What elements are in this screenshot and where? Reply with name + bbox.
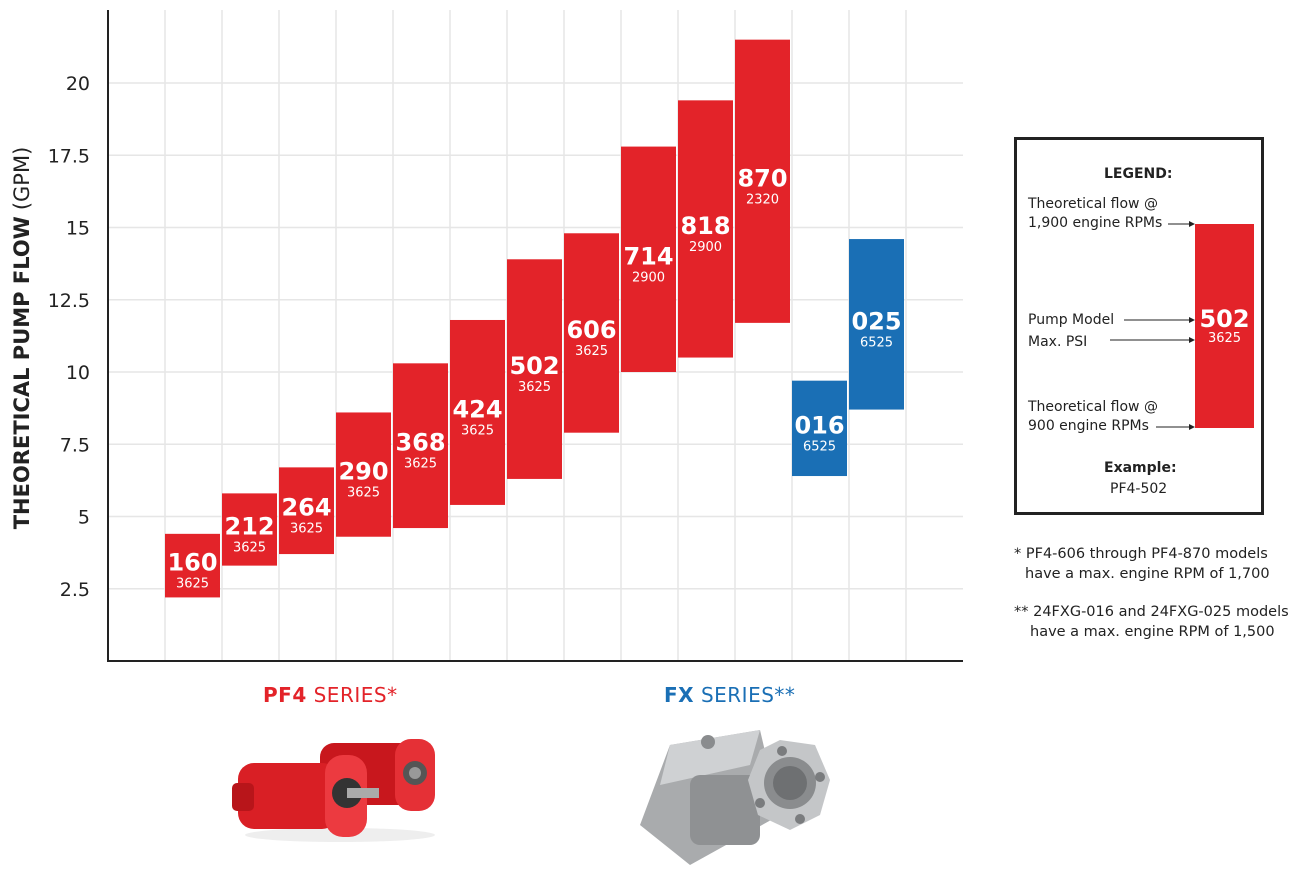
pf4-series-suffix: SERIES* (313, 683, 398, 707)
bar-368 (393, 363, 448, 529)
bar-264 (279, 467, 334, 555)
bar-label-model: 606 (566, 316, 616, 344)
silver-piston-pump-icon (640, 730, 830, 865)
y-tick-label: 10 (66, 362, 90, 384)
legend-example-title: Example: (1104, 460, 1177, 476)
legend-arrows (1110, 221, 1195, 430)
legend-sample-model: 502 (1199, 305, 1250, 333)
bar-label-psi: 6525 (803, 439, 836, 454)
red-gear-pump-icon (232, 739, 435, 842)
bar-606 (564, 233, 619, 433)
y-tick-labels: 2.5 5 7.5 10 12.5 15 17.5 20 (48, 73, 90, 601)
bar-label-model: 368 (395, 429, 445, 457)
legend-top-label-line2: 1,900 engine RPMs (1028, 215, 1163, 231)
bar-label-model: 290 (338, 458, 388, 486)
bar-label-model: 502 (509, 352, 559, 380)
bar-label-psi: 3625 (575, 344, 608, 359)
bar-label-psi: 2320 (746, 192, 779, 207)
legend-box (1014, 137, 1264, 515)
bar-label-psi: 2900 (632, 270, 665, 285)
bar-160 (165, 533, 220, 598)
bar-label-psi: 6525 (860, 335, 893, 350)
bar-025 (849, 239, 904, 410)
bar-label-psi: 2900 (689, 240, 722, 255)
y-tick-label: 15 (66, 218, 90, 240)
footnote-fx-line2: have a max. engine RPM of 1,500 (1030, 624, 1275, 640)
y-tick-label: 7.5 (60, 434, 90, 456)
pf4-series-label: PF4 SERIES* (263, 683, 398, 707)
bar-502 (507, 259, 562, 479)
legend-bottom-label: Theoretical flow @ 900 engine RPMs (1028, 398, 1158, 436)
bar-label-model: 714 (623, 242, 673, 270)
legend-bottom-label-line2: 900 engine RPMs (1028, 418, 1149, 434)
bar-label-psi: 3625 (518, 380, 551, 395)
footnote-pf4-line1: * PF4-606 through PF4-870 models (1014, 546, 1268, 562)
bar-label-psi: 3625 (404, 457, 437, 472)
bar-label-psi: 3625 (176, 577, 209, 592)
legend-top-label: Theoretical flow @ 1,900 engine RPMs (1028, 195, 1162, 233)
legend-sample-bar (1195, 224, 1254, 428)
legend-bottom-label-line1: Theoretical flow @ (1028, 399, 1158, 415)
bar-424 (450, 319, 505, 505)
legend-sample-psi: 3625 (1207, 331, 1242, 346)
bar-label-model: 818 (680, 212, 730, 240)
legend-top-label-line1: Theoretical flow @ (1028, 196, 1158, 212)
bar-label-model: 025 (851, 307, 901, 335)
footnote-pf4-line2: have a max. engine RPM of 1,700 (1025, 566, 1270, 582)
bar-290 (336, 412, 391, 537)
bar-212 (222, 493, 277, 566)
footnote-pf4: * PF4-606 through PF4-870 models have a … (1014, 544, 1270, 584)
legend-psi-label: Max. PSI (1028, 334, 1088, 350)
chart-bars: 1603625212362526436252903625368362542436… (165, 39, 904, 598)
footnote-fx: ** 24FXG-016 and 24FXG-025 models have a… (1014, 602, 1289, 642)
y-tick-label: 2.5 (60, 579, 90, 601)
bar-label-model: 424 (452, 395, 502, 423)
bar-label-model: 870 (737, 164, 787, 192)
pf4-series-name: PF4 (263, 683, 307, 707)
y-tick-label: 5 (78, 507, 90, 529)
legend-model-label: Pump Model (1028, 312, 1115, 328)
bar-label-psi: 3625 (347, 486, 380, 501)
y-tick-label: 20 (66, 73, 90, 95)
bar-016 (792, 380, 847, 477)
y-tick-label: 17.5 (48, 145, 90, 167)
bar-label-model: 212 (224, 513, 274, 541)
bar-label-model: 016 (794, 411, 844, 439)
legend-title: LEGEND: (1104, 166, 1173, 182)
footnote-fx-line1: ** 24FXG-016 and 24FXG-025 models (1014, 604, 1289, 620)
y-axis-title: THEORETICAL PUMP FLOW(GPM) (10, 147, 34, 530)
bar-label-psi: 3625 (233, 541, 266, 556)
bar-label-psi: 3625 (290, 522, 323, 537)
fx-series-suffix: SERIES** (700, 683, 796, 707)
fx-series-label: FX SERIES** (664, 683, 795, 707)
bar-714 (621, 146, 676, 372)
bar-818 (678, 100, 733, 358)
bar-label-psi: 3625 (461, 423, 494, 438)
bar-label-model: 264 (281, 494, 331, 522)
bar-label-model: 160 (167, 549, 217, 577)
legend-example-value: PF4-502 (1110, 481, 1168, 497)
chart-axes (107, 10, 963, 662)
fx-series-name: FX (664, 683, 695, 707)
y-tick-label: 12.5 (48, 290, 90, 312)
bar-870 (735, 39, 790, 323)
